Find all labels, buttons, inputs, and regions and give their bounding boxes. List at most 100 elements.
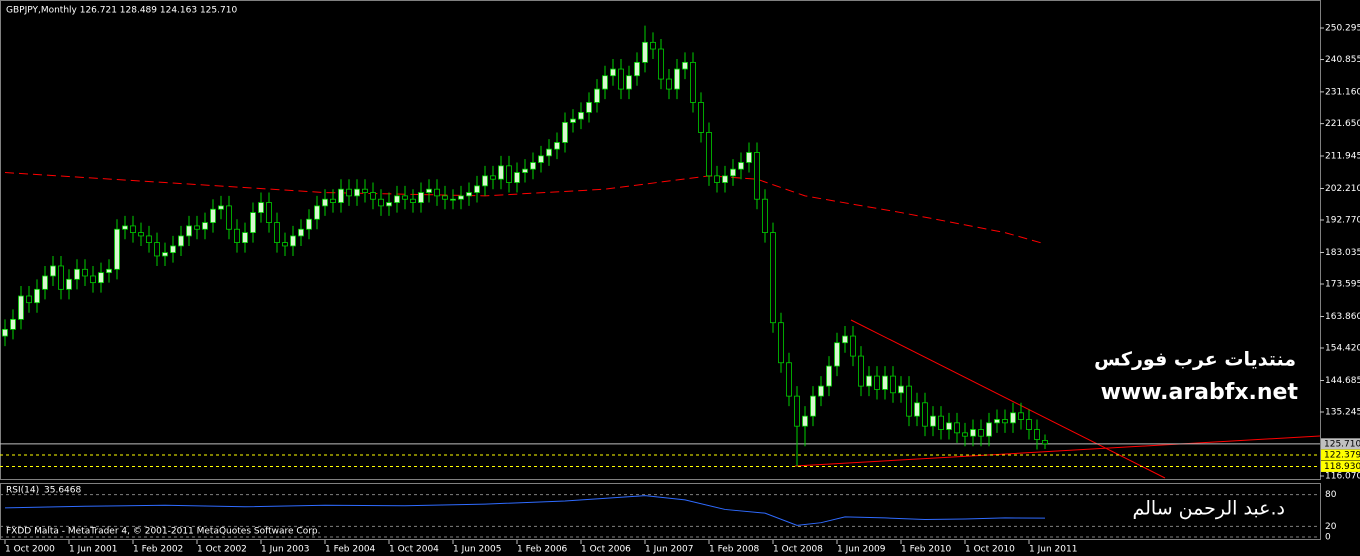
candle-body <box>378 198 384 207</box>
candle-body <box>970 429 976 437</box>
candle-body <box>1010 412 1016 424</box>
trendline <box>850 319 1166 479</box>
candle-body <box>978 429 984 437</box>
trendline <box>794 435 1321 467</box>
candle-body <box>1034 429 1040 440</box>
candle-body <box>18 295 24 320</box>
y-tick-label: 154.420 <box>1325 344 1360 354</box>
rsi-line <box>4 495 1046 526</box>
candle-body <box>98 272 104 284</box>
candle-body <box>794 395 800 427</box>
price-level-box <box>1321 449 1360 461</box>
candle-body <box>570 118 576 123</box>
candle-body <box>610 68 616 77</box>
candle-body <box>546 148 552 157</box>
copyright: FXDD Malta - MetaTrader 4, © 2001-2011 M… <box>6 527 321 537</box>
candle-body <box>586 102 592 113</box>
price-level-box <box>1321 460 1360 472</box>
candle-body <box>690 61 696 103</box>
y-tick-label: 250.295 <box>1325 24 1360 34</box>
candle-body <box>778 322 784 364</box>
candle-body <box>154 242 160 257</box>
y-tick-label: 163.860 <box>1325 312 1360 322</box>
price-level-box <box>1321 438 1360 450</box>
candle-body <box>482 175 488 187</box>
candle-body <box>338 188 344 203</box>
candle-body <box>202 222 208 230</box>
x-tick-label: 1 Feb 2010 <box>901 545 952 555</box>
chart-header: GBPJPY,Monthly 126.721 128.489 124.163 1… <box>6 6 237 16</box>
candle-body <box>922 402 928 427</box>
x-tick-label: 1 Oct 2010 <box>965 545 1015 555</box>
candle-body <box>298 228 304 237</box>
y-tick-label: 231.160 <box>1325 87 1360 97</box>
candle-body <box>434 188 440 197</box>
candle-body <box>858 355 864 387</box>
candle-body <box>2 328 8 337</box>
candle-body <box>754 152 760 200</box>
candle-body <box>650 41 656 50</box>
candle-body <box>618 68 624 90</box>
x-tick-label: 1 Feb 2008 <box>709 545 760 555</box>
candle-body <box>818 385 824 397</box>
candle-body <box>714 175 720 183</box>
rsi-tick-label: 20 <box>1325 522 1337 532</box>
candle-body <box>442 195 448 200</box>
candle-body <box>346 188 352 197</box>
candle-body <box>826 365 832 387</box>
candle-body <box>906 385 912 417</box>
candle-body <box>306 218 312 230</box>
candle-body <box>426 188 432 193</box>
candle-body <box>162 252 168 257</box>
candle-body <box>322 198 328 207</box>
candle-body <box>594 88 600 103</box>
candle-body <box>658 48 664 80</box>
candle-body <box>58 265 64 290</box>
site-url: www.arabfx.net <box>1101 380 1299 405</box>
candle-body <box>34 288 40 304</box>
candle-body <box>506 165 512 183</box>
y-tick-label: 183.035 <box>1325 248 1360 258</box>
candle-body <box>602 75 608 90</box>
rsi-tick-label: 0 <box>1325 533 1331 543</box>
candle-body <box>994 419 1000 424</box>
x-tick-label: 1 Jun 2011 <box>1029 545 1077 555</box>
candle-body <box>538 155 544 163</box>
candle-body <box>554 142 560 150</box>
candle-body <box>850 335 856 357</box>
candle-body <box>938 415 944 430</box>
candle-body <box>578 112 584 120</box>
x-tick-label: 1 Oct 2006 <box>581 545 631 555</box>
candle-body <box>954 422 960 434</box>
candle-body <box>1018 412 1024 420</box>
candle-body <box>746 152 752 163</box>
candle-body <box>266 202 272 223</box>
candle-body <box>730 168 736 177</box>
candle-body <box>786 362 792 397</box>
y-tick-label: 192.770 <box>1325 216 1360 226</box>
candle-body <box>210 208 216 223</box>
candle-body <box>674 68 680 90</box>
candle-body <box>834 342 840 367</box>
price-level-label: 125.710 <box>1324 439 1360 449</box>
x-tick-label: 1 Feb 2006 <box>517 545 568 555</box>
candle-body <box>194 225 200 230</box>
x-tick-label: 1 Feb 2004 <box>325 545 376 555</box>
candle-body <box>866 375 872 387</box>
candle-body <box>170 245 176 254</box>
candle-body <box>874 375 880 390</box>
x-tick-label: 1 Oct 2004 <box>389 545 439 555</box>
candle-body <box>114 228 120 270</box>
candle-body <box>386 202 392 207</box>
main-panel <box>0 0 1321 480</box>
candle-body <box>138 232 144 237</box>
candle-body <box>722 175 728 183</box>
candle-body <box>314 205 320 220</box>
candle-body <box>130 225 136 233</box>
candle-body <box>626 75 632 90</box>
y-tick-label: 221.650 <box>1325 119 1360 129</box>
candle-body <box>282 242 288 247</box>
candle-body <box>530 162 536 170</box>
